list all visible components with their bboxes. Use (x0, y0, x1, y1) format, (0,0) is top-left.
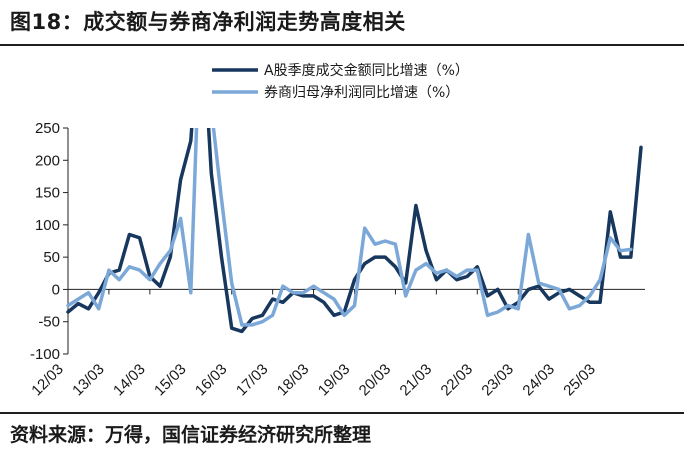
y-tick-label: 50 (43, 249, 60, 266)
y-tick-label: 150 (35, 185, 60, 202)
x-tick-label: 18/03 (274, 361, 313, 400)
x-tick-label: 19/03 (315, 361, 354, 400)
x-tick-label: 24/03 (519, 361, 558, 400)
legend-label-1: A股季度成交金额同比增速（%） (264, 62, 469, 79)
chart-title: 图18：成交额与券商净利润走势高度相关 (10, 10, 406, 34)
series-line-1 (66, 128, 643, 334)
x-tick-label: 17/03 (233, 361, 272, 400)
series-line-2 (66, 128, 633, 327)
x-tick-label: 20/03 (356, 361, 395, 400)
x-tick-label: 22/03 (438, 361, 477, 400)
legend-label-2: 券商归母净利润同比增速（%） (264, 84, 459, 101)
chart-legend: A股季度成交金额同比增速（%） 券商归母净利润同比增速（%） (212, 62, 469, 101)
x-tick-label: 14/03 (110, 361, 149, 400)
y-tick-label: -50 (38, 314, 60, 331)
x-tick-label: 25/03 (560, 361, 599, 400)
y-tick-label: 100 (35, 217, 60, 234)
source-rule (0, 412, 684, 414)
chart-plot (66, 128, 643, 334)
y-tick-label: 0 (52, 281, 60, 298)
y-tick-label: 250 (35, 120, 60, 137)
y-tick-label: -100 (30, 346, 60, 363)
x-tick-label: 21/03 (397, 361, 436, 400)
y-tick-label: 200 (35, 152, 60, 169)
x-tick-label: 13/03 (69, 361, 108, 400)
title-rule (0, 44, 684, 46)
x-tick-label: 23/03 (478, 361, 517, 400)
x-tick-label: 16/03 (192, 361, 231, 400)
x-tick-label: 12/03 (28, 361, 67, 400)
x-tick-label: 15/03 (151, 361, 190, 400)
source-note: 资料来源：万得，国信证券经济研究所整理 (10, 424, 372, 446)
